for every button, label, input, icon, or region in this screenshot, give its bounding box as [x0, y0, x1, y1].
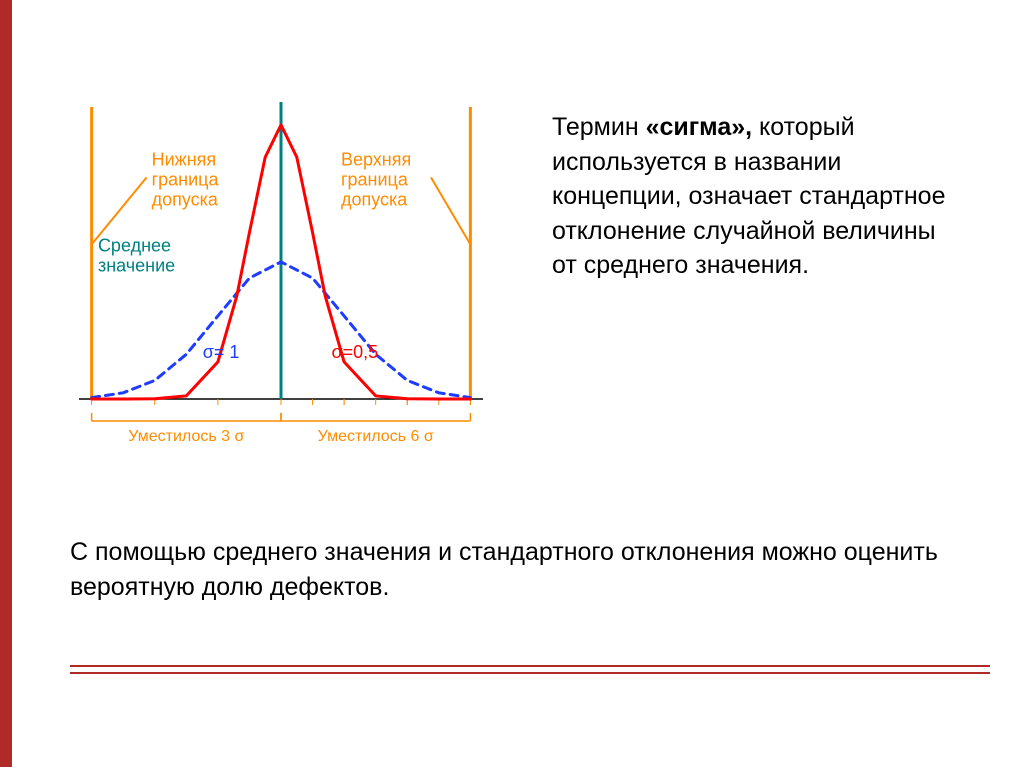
divider-line-top: [70, 665, 990, 667]
accent-sidebar: [0, 0, 12, 767]
svg-text:Нижняя: Нижняя: [152, 149, 217, 169]
svg-text:допуска: допуска: [341, 189, 408, 209]
bottom-paragraph: С помощью среднего значения и стандартно…: [70, 535, 940, 605]
svg-text:σ= 1: σ= 1: [203, 342, 240, 362]
intro-text: Термин: [552, 113, 646, 141]
svg-text:граница: граница: [341, 169, 409, 189]
chart-svg: Уместилось 3 σУместилось 6 σНижняяграниц…: [65, 95, 497, 455]
svg-text:Уместилось 3 σ: Уместилось 3 σ: [128, 428, 244, 445]
svg-text:Уместилось 6 σ: Уместилось 6 σ: [318, 428, 434, 445]
svg-text:Среднее: Среднее: [98, 235, 171, 255]
term-text: «сигма»,: [646, 113, 753, 141]
slide: Уместилось 3 σУместилось 6 σНижняяграниц…: [0, 0, 1024, 767]
definition-text: Термин «сигма», который используется в н…: [552, 110, 962, 283]
svg-text:Верхняя: Верхняя: [341, 149, 411, 169]
sigma-chart: Уместилось 3 σУместилось 6 σНижняяграниц…: [65, 95, 497, 455]
svg-text:допуска: допуска: [152, 189, 219, 209]
svg-text:σ=0,5: σ=0,5: [332, 342, 379, 362]
svg-text:граница: граница: [152, 169, 220, 189]
svg-text:значение: значение: [98, 255, 175, 275]
divider-line-bottom: [70, 672, 990, 674]
